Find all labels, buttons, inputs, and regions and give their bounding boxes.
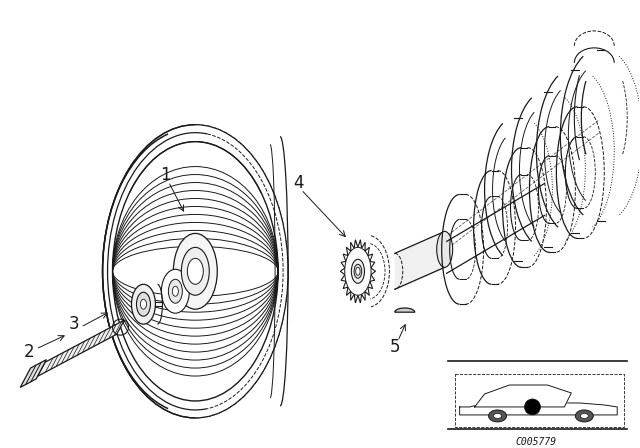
Ellipse shape [356,267,360,275]
Ellipse shape [354,264,362,278]
Ellipse shape [113,142,278,401]
Ellipse shape [161,269,189,313]
Polygon shape [38,320,124,376]
Polygon shape [340,240,376,303]
Text: 1: 1 [160,166,171,184]
Ellipse shape [140,299,147,309]
Text: 5: 5 [390,338,400,356]
Ellipse shape [136,292,150,316]
Ellipse shape [493,414,502,418]
Text: 2: 2 [24,343,34,361]
Polygon shape [475,385,572,407]
Ellipse shape [575,410,593,422]
Circle shape [524,399,540,415]
Ellipse shape [436,232,452,267]
Ellipse shape [172,286,179,296]
Ellipse shape [345,247,371,295]
Polygon shape [460,403,617,415]
Polygon shape [395,308,415,312]
Ellipse shape [488,410,506,422]
Text: C005779: C005779 [516,437,557,447]
Ellipse shape [131,284,156,324]
Polygon shape [20,360,47,388]
Ellipse shape [102,125,288,418]
Text: 4: 4 [293,173,303,192]
Ellipse shape [168,279,182,303]
Ellipse shape [181,247,209,295]
Ellipse shape [188,258,204,284]
Ellipse shape [351,259,365,283]
Text: 3: 3 [68,315,79,333]
Ellipse shape [173,233,217,309]
Ellipse shape [580,414,588,418]
